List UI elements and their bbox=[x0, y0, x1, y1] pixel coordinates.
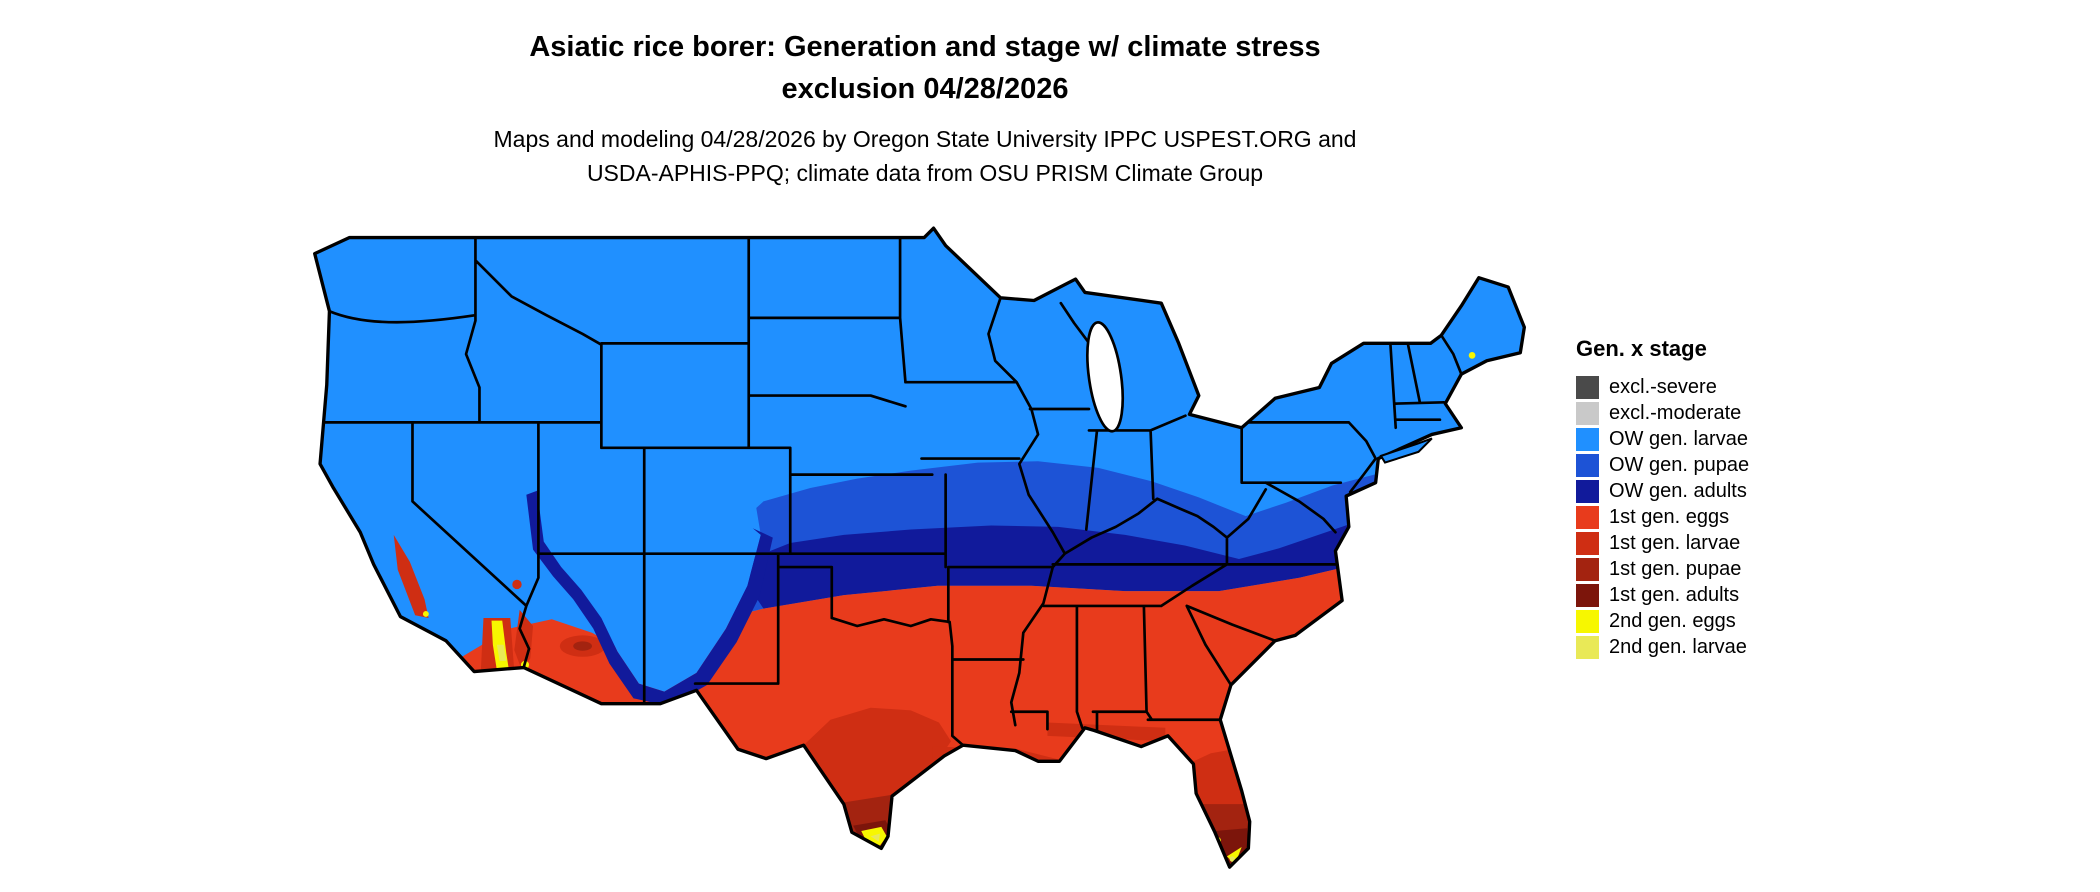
region-2nd-gen-eggs bbox=[1468, 352, 1476, 359]
legend-item-label: 1st gen. larvae bbox=[1609, 532, 1741, 554]
legend-swatch bbox=[1576, 635, 1599, 659]
legend-item-label: 1st gen. adults bbox=[1609, 584, 1740, 606]
legend-item-label: OW gen. pupae bbox=[1609, 454, 1750, 476]
map-subtitle: Maps and modeling 04/28/2026 by Oregon S… bbox=[150, 122, 1700, 190]
legend-swatch bbox=[1576, 505, 1599, 529]
region-2nd-gen-eggs bbox=[1492, 369, 1500, 377]
legend-swatch bbox=[1576, 609, 1599, 633]
legend-swatch-color bbox=[1576, 453, 1599, 477]
subtitle-line-2: USDA-APHIS-PPQ; climate data from OSU PR… bbox=[586, 160, 1264, 186]
legend-swatch bbox=[1576, 479, 1599, 503]
region-ow-adults bbox=[750, 508, 1458, 609]
region-1st-gen-larvae bbox=[393, 534, 429, 618]
region-2nd-gen-larvae bbox=[1229, 856, 1235, 862]
region-1st-gen-adults bbox=[1214, 828, 1249, 868]
us-choropleth-map bbox=[313, 226, 1526, 869]
legend-item: OW gen. adults bbox=[1576, 478, 1836, 504]
legend-item: excl.-moderate bbox=[1576, 400, 1836, 426]
legend-title: Gen. x stage bbox=[1576, 336, 1707, 361]
legend-item: excl.-severe bbox=[1576, 374, 1836, 400]
legend-item-label: OW gen. larvae bbox=[1609, 428, 1748, 450]
legend-item-label: 2nd gen. larvae bbox=[1609, 636, 1747, 658]
legend-item: 1st gen. larvae bbox=[1576, 530, 1836, 556]
region-1st-gen-larvae bbox=[514, 609, 534, 672]
region-2nd-gen-larvae bbox=[496, 644, 507, 661]
us-outline bbox=[313, 226, 1526, 869]
legend-swatch bbox=[1576, 583, 1599, 607]
title-line-2: exclusion 04/28/2026 bbox=[781, 73, 1069, 105]
map-fill-layers bbox=[314, 228, 1525, 868]
title-line-1: Asiatic rice borer: Generation and stage… bbox=[529, 31, 1321, 63]
legend-swatch bbox=[1576, 401, 1599, 425]
legend-item-label: excl.-severe bbox=[1609, 376, 1717, 398]
subtitle-line-1: Maps and modeling 04/28/2026 by Oregon S… bbox=[493, 126, 1357, 152]
legend-swatch bbox=[1576, 427, 1599, 451]
lake-michigan bbox=[1086, 321, 1125, 433]
legend-swatch-color bbox=[1576, 557, 1599, 581]
legend-swatch bbox=[1576, 375, 1599, 399]
region-highland-rim-ow-adults bbox=[526, 490, 773, 707]
long-island bbox=[1379, 437, 1433, 464]
legend-swatch-color bbox=[1576, 635, 1599, 659]
legend-swatch-color bbox=[1576, 583, 1599, 607]
legend-item-label: 1st gen. pupae bbox=[1609, 558, 1742, 580]
legend-item: 2nd gen. eggs bbox=[1576, 608, 1836, 634]
legend-item: 1st gen. adults bbox=[1576, 582, 1836, 608]
legend-swatch-color bbox=[1576, 531, 1599, 555]
legend-swatch-color bbox=[1576, 609, 1599, 633]
legend-swatch-color bbox=[1576, 401, 1599, 425]
map-title: Asiatic rice borer: Generation and stage… bbox=[150, 26, 1700, 110]
legend-swatch-color bbox=[1576, 427, 1599, 451]
legend-swatch-color bbox=[1576, 505, 1599, 529]
legend-swatch bbox=[1576, 557, 1599, 581]
legend-item: OW gen. larvae bbox=[1576, 426, 1836, 452]
legend-swatch bbox=[1576, 453, 1599, 477]
legend-item-label: excl.-moderate bbox=[1609, 402, 1742, 424]
legend-item: 2nd gen. larvae bbox=[1576, 634, 1836, 660]
legend-item-label: 2nd gen. eggs bbox=[1609, 610, 1736, 632]
legend-item-label: 1st gen. eggs bbox=[1609, 506, 1730, 528]
region-2nd-gen-eggs bbox=[422, 610, 429, 617]
legend-item: 1st gen. pupae bbox=[1576, 556, 1836, 582]
legend-item: OW gen. pupae bbox=[1576, 452, 1836, 478]
region-1st-gen-larvae bbox=[512, 579, 522, 590]
legend-swatch-color bbox=[1576, 479, 1599, 503]
legend-item-label: OW gen. adults bbox=[1609, 480, 1747, 502]
legend-swatch bbox=[1576, 531, 1599, 555]
region-2nd-gen-larvae bbox=[870, 833, 880, 842]
legend-item: 1st gen. eggs bbox=[1576, 504, 1836, 530]
region-1st-gen-pupae bbox=[573, 641, 592, 651]
legend-swatch-color bbox=[1576, 375, 1599, 399]
state-borders bbox=[318, 236, 1463, 747]
region-1st-gen-larvae bbox=[803, 707, 951, 849]
legend: Gen. x stage excl.-severe excl.-moderate… bbox=[1576, 336, 1836, 660]
